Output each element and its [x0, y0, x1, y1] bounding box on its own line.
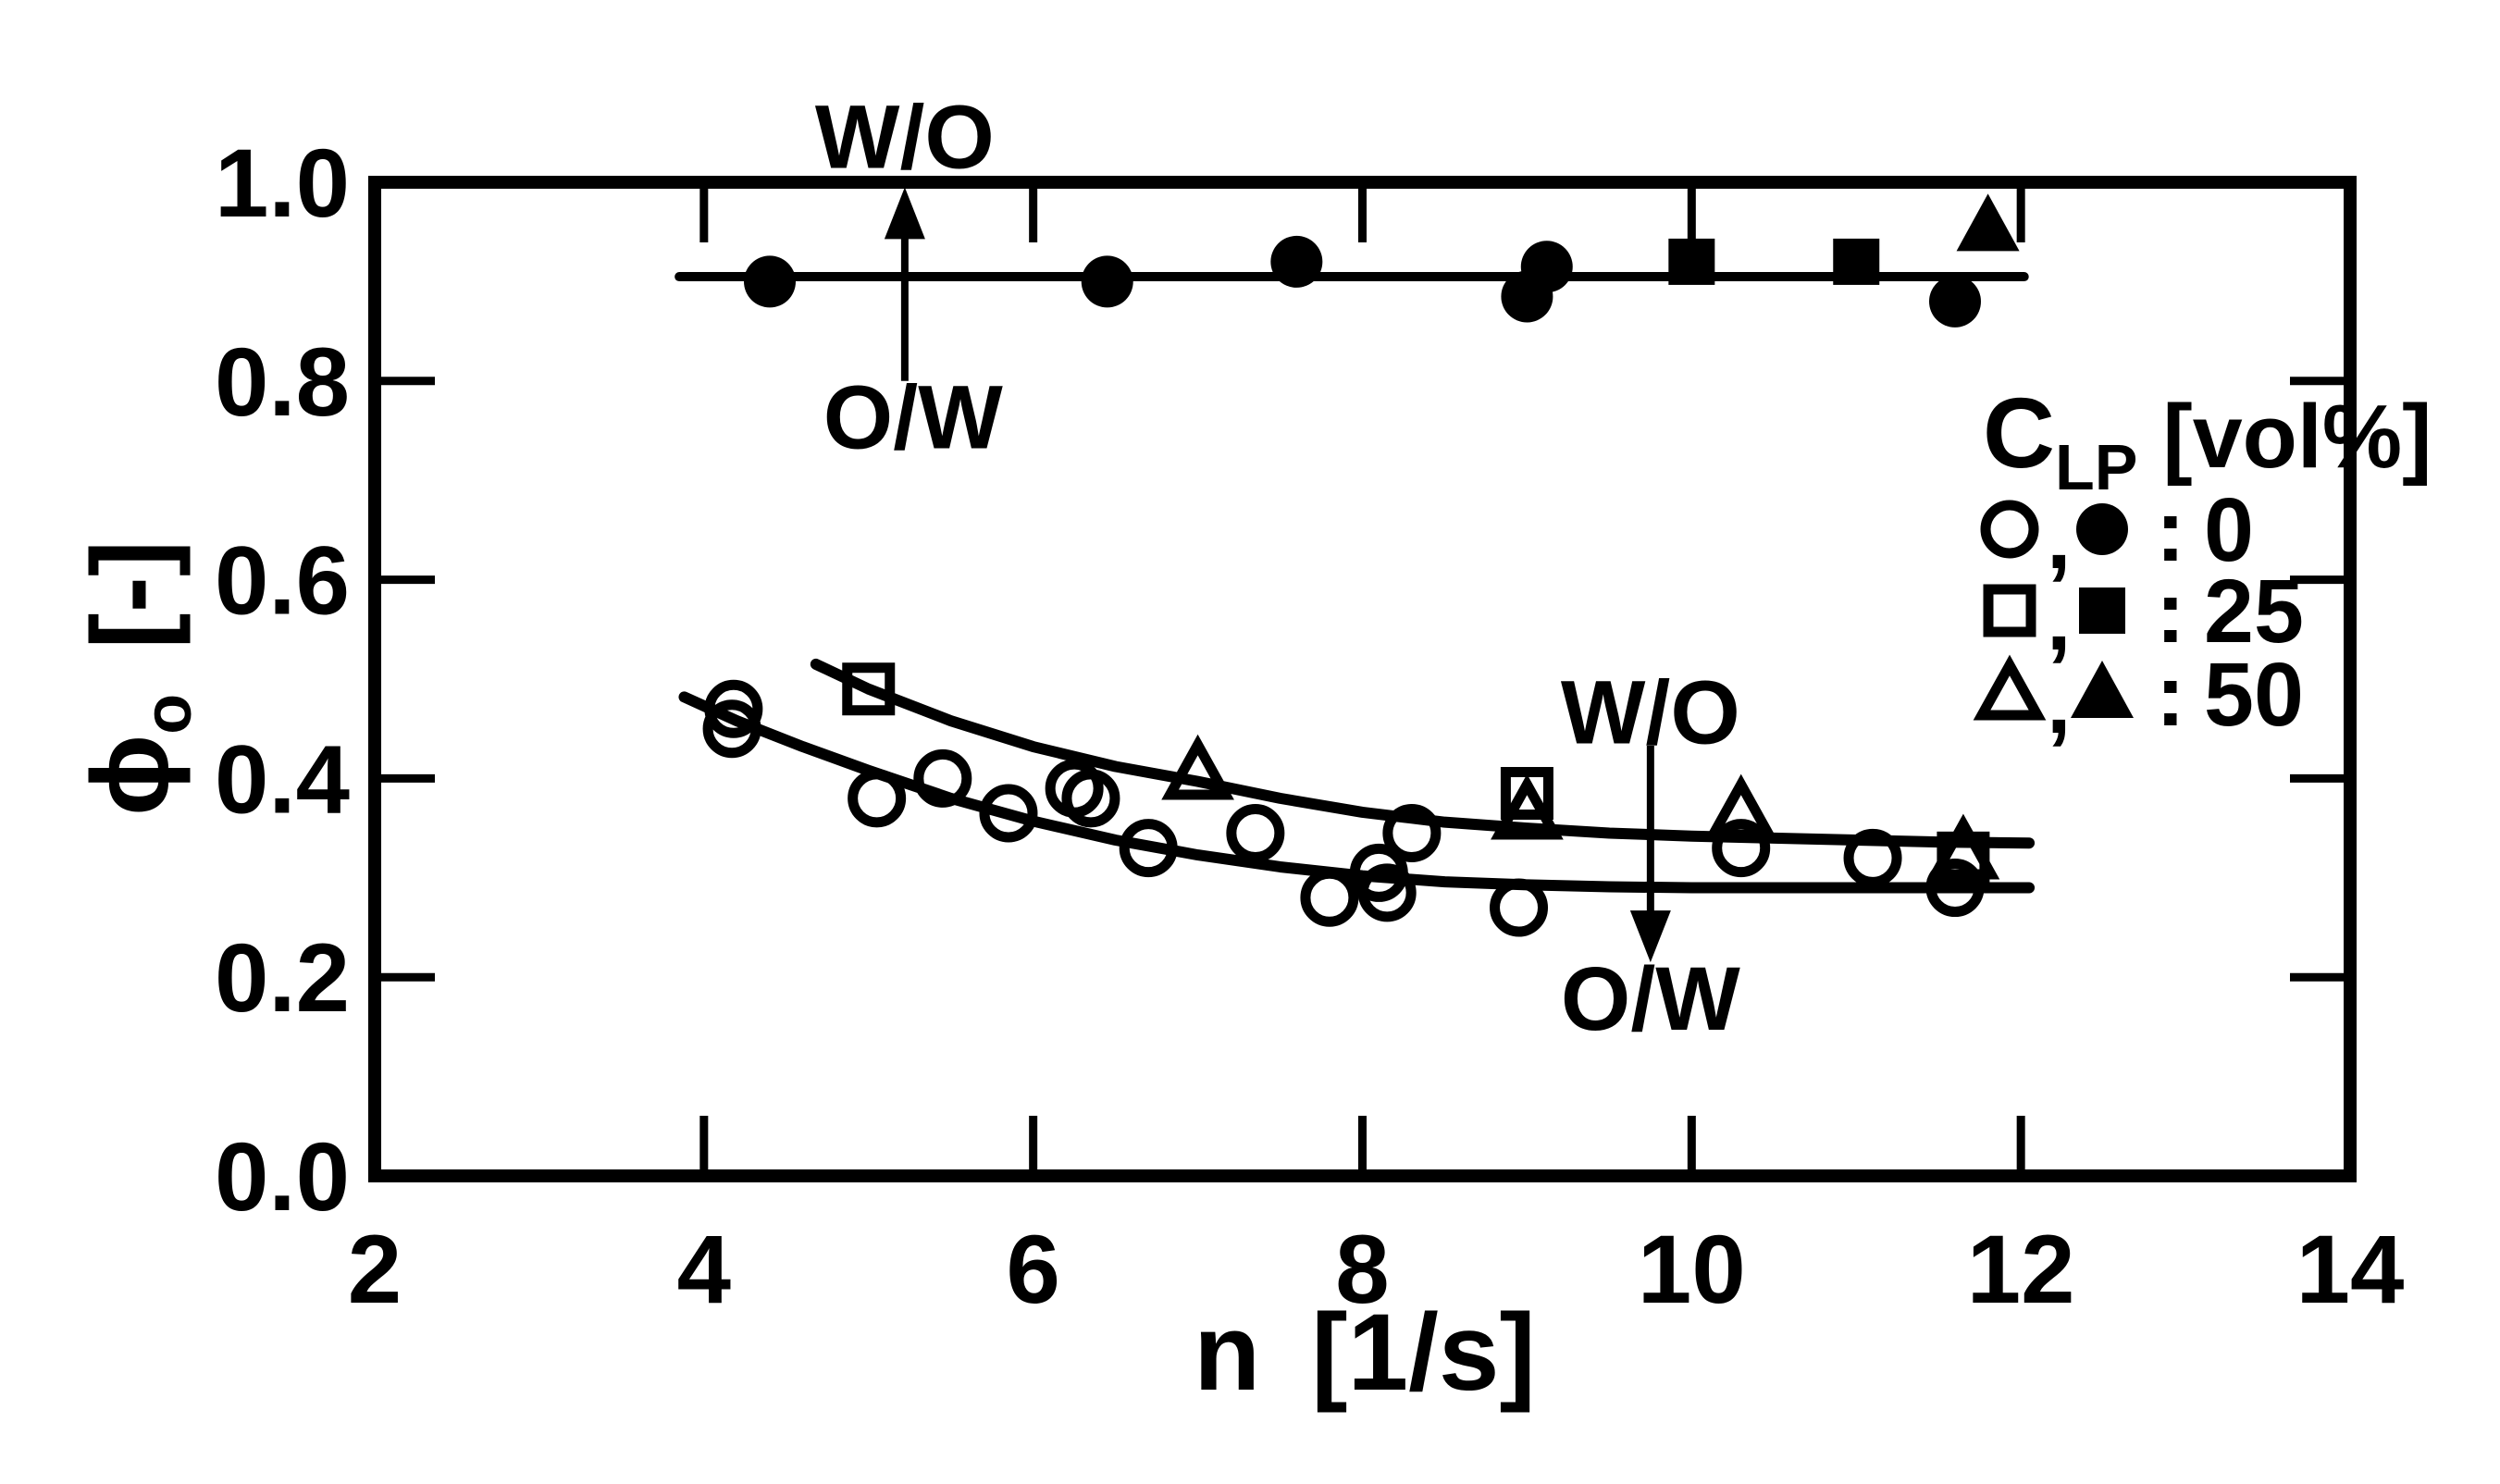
- y-axis-unit: [-]: [69, 539, 192, 649]
- y-tick-label: 1.0: [215, 130, 350, 238]
- legend-colon: :: [2156, 482, 2185, 580]
- open-circle-marker: [702, 699, 761, 759]
- y-tick-label: 0.2: [215, 924, 350, 1033]
- x-tick-label: 6: [1006, 1216, 1059, 1324]
- filled-circle-marker: [1929, 275, 1981, 328]
- filled-square-marker: [1668, 238, 1715, 285]
- legend-open-square: [1983, 584, 2036, 637]
- open-square-marker: [1500, 767, 1553, 821]
- y-tick-label: 0.8: [215, 328, 350, 437]
- y-tick-label: 0.6: [215, 527, 350, 636]
- open-circle-marker: [1382, 803, 1442, 862]
- open-triangle-marker: [1704, 773, 1778, 840]
- open-circle-marker: [1925, 859, 1985, 918]
- upper-trend-curve: [810, 658, 2036, 849]
- open-circle-marker: [848, 769, 907, 828]
- x-tick-label: 12: [1967, 1216, 2075, 1324]
- x-tick-label: 14: [2296, 1216, 2405, 1324]
- phase-arrow-down-head: [1629, 910, 1671, 963]
- y-tick-label: 0.0: [215, 1123, 350, 1231]
- legend-open-circle: [1980, 500, 2039, 559]
- open-circle-marker: [704, 679, 763, 738]
- open-triangle-marker: [1491, 773, 1564, 840]
- open-circle-marker: [913, 748, 972, 808]
- x-axis-symbol: n: [1194, 1292, 1261, 1414]
- phase-arrow-up-head: [884, 187, 925, 240]
- filled-square-marker: [1833, 238, 1880, 285]
- x-tick-label: 4: [677, 1216, 731, 1324]
- legend-filled-triangle: [2071, 661, 2134, 718]
- filled-circle-marker: [1520, 241, 1573, 293]
- open-circle-marker: [1490, 878, 1549, 937]
- y-axis-symbol: ϕ: [69, 734, 192, 817]
- plot-border: [368, 176, 2357, 1182]
- open-circle-marker: [979, 784, 1038, 843]
- legend-open-triangle: [1973, 654, 2047, 721]
- legend-separator: ,: [2047, 489, 2071, 587]
- open-circle-marker: [1712, 819, 1771, 878]
- open-circle-marker: [1300, 868, 1359, 927]
- legend-colon: :: [2156, 563, 2185, 662]
- open-triangle-marker: [1926, 813, 2000, 880]
- legend-value: 25: [2204, 561, 2304, 662]
- x-tick-label: 8: [1335, 1216, 1389, 1324]
- phase-label-ow-upper: O/W: [823, 367, 1003, 468]
- legend-colon: :: [2156, 647, 2185, 745]
- phase-label-ow-mid: O/W: [1561, 948, 1740, 1049]
- open-square-marker: [842, 662, 896, 716]
- legend-separator: ,: [2047, 654, 2071, 752]
- open-circle-marker: [1061, 769, 1120, 828]
- open-triangle-marker: [1161, 734, 1234, 800]
- filled-circle-marker: [1270, 235, 1323, 288]
- open-circle-marker: [1226, 803, 1285, 862]
- open-circle-marker: [1843, 828, 1902, 887]
- legend-value: 50: [2204, 644, 2304, 745]
- x-axis-unit: [1/s]: [1311, 1292, 1536, 1414]
- filled-triangle-marker: [1956, 193, 2020, 252]
- legend-title: CLP [vol%]: [1983, 377, 2432, 503]
- y-axis-title: ϕo [-]: [68, 540, 206, 816]
- x-tick-label: 2: [348, 1216, 402, 1324]
- x-tick-label: 10: [1638, 1216, 1746, 1324]
- x-axis-title: n [1/s]: [1194, 1290, 1536, 1416]
- phase-label-wo-upper: W/O: [815, 87, 995, 188]
- y-axis-subscript: o: [130, 693, 205, 735]
- filled-circle-marker: [1081, 255, 1133, 308]
- filled-circle-marker: [744, 255, 796, 308]
- legend-separator: ,: [2047, 571, 2071, 669]
- open-circle-marker: [1357, 863, 1417, 922]
- legend-value: 0: [2204, 479, 2254, 580]
- legend-filled-circle: [2076, 503, 2128, 555]
- legend-filled-square: [2079, 587, 2125, 634]
- y-tick-label: 0.4: [215, 725, 350, 834]
- open-circle-marker: [1119, 819, 1178, 878]
